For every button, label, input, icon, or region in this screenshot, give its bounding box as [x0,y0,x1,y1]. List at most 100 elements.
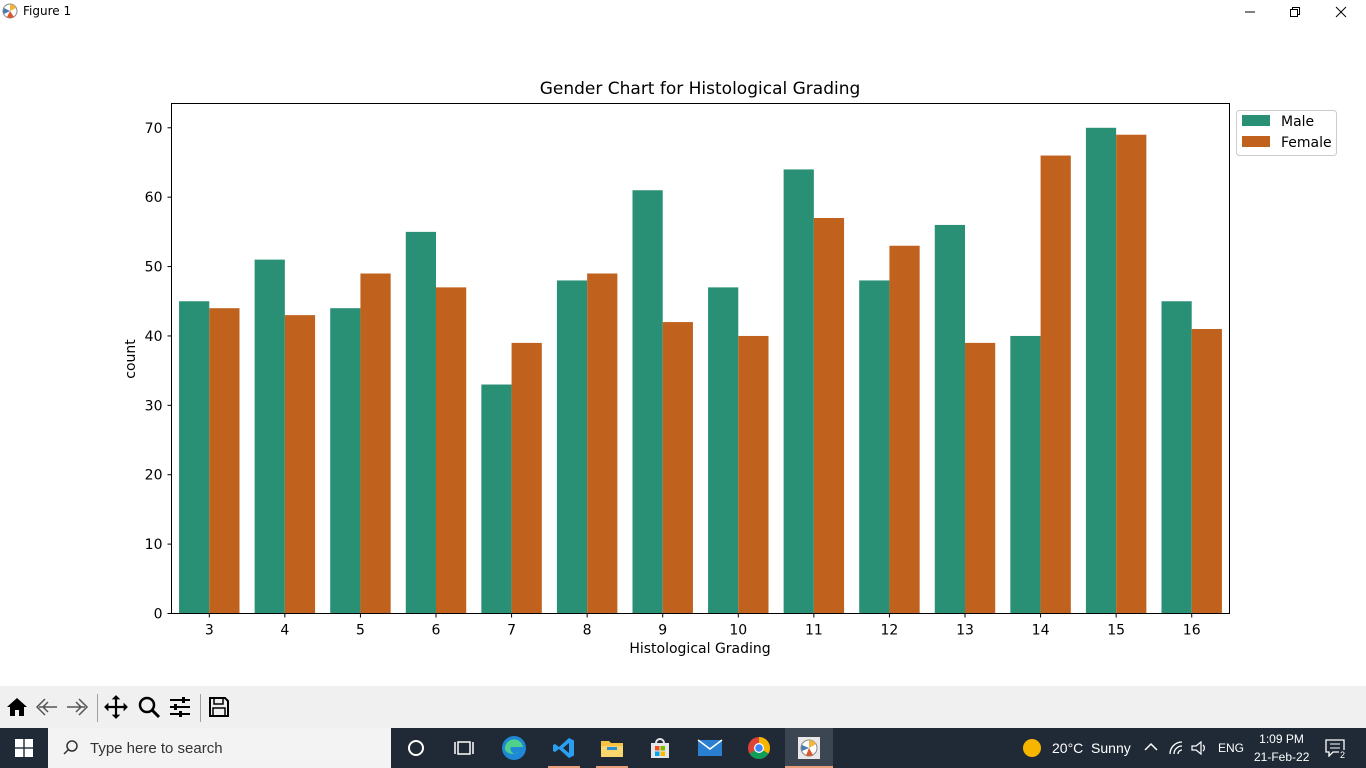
home-button[interactable] [2,692,32,722]
x-axis: 3 4 5 6 7 8 9 10 11 12 13 14 15 16 [205,613,1201,639]
legend: Male Female [1236,110,1337,156]
forward-icon [67,698,89,716]
cortana-icon [408,740,424,756]
restore-button[interactable] [1272,0,1318,24]
x-tick-label: 12 [881,623,899,639]
x-tick-label: 9 [658,623,667,639]
vscode-icon [553,738,574,758]
mail-icon [697,739,723,756]
y-tick-label: 70 [145,121,163,137]
bar-female-5 [360,273,391,614]
y-tick-label: 30 [145,398,163,414]
legend-label-male: Male [1281,114,1314,130]
chrome-button[interactable] [735,728,783,768]
active-indicator [785,766,833,768]
axes-frame [171,103,1230,614]
navigation-toolbar [0,686,1366,728]
toolbar-separator [97,694,98,722]
task-view-button[interactable] [440,728,488,768]
bar-male-12 [859,280,890,614]
forward-button[interactable] [62,692,92,722]
bar-female-11 [813,217,845,614]
bar-male-11 [783,169,814,614]
bars-layer [179,127,1222,614]
weather-text[interactable]: 20°C Sunny [1052,740,1131,756]
chart-title: Gender Chart for Histological Grading [540,79,861,99]
start-button[interactable] [0,728,48,768]
cortana-button[interactable] [392,728,440,768]
window-title: Figure 1 [23,4,72,18]
x-tick-label: 15 [1107,623,1125,639]
bar-chart: Gender Chart for Histological Grading 0 1… [123,79,1337,657]
clock-date[interactable]: 21-Feb-22 [1254,750,1310,764]
bar-female-14 [1040,155,1071,614]
y-axis: 0 10 20 30 40 50 60 70 [145,121,172,623]
y-tick-label: 10 [145,537,163,553]
notification-center-icon[interactable] [1325,739,1345,757]
window-titlebar: Figure 1 [0,0,1366,24]
chrome-icon [748,737,770,759]
x-tick-label: 7 [507,623,516,639]
y-tick-label: 50 [145,260,163,276]
bar-female-13 [965,342,996,614]
file-explorer-icon [601,741,623,757]
bar-male-7 [481,384,512,614]
figure-canvas[interactable]: Gender Chart for Histological Grading 0 1… [0,24,1366,686]
home-icon [7,698,27,716]
vscode-button[interactable] [540,728,588,768]
y-tick-label: 0 [154,607,163,623]
x-tick-label: 4 [280,623,289,639]
bar-male-14 [1010,335,1041,614]
close-button[interactable] [1318,0,1364,24]
toolbar-separator [200,694,201,722]
zoom-icon [138,696,161,719]
zoom-button[interactable] [134,692,164,722]
store-button[interactable] [636,728,684,768]
python-figure-button[interactable] [785,728,833,768]
y-axis-label: count [123,339,139,379]
mail-button[interactable] [686,728,734,768]
x-tick-label: 10 [729,623,747,639]
x-tick-label: 5 [356,623,365,639]
y-tick-label: 20 [145,468,163,484]
pan-icon [104,695,128,719]
pan-button[interactable] [101,692,131,722]
bar-male-9 [632,190,663,614]
running-indicator [596,766,628,768]
bar-male-4 [254,259,285,614]
volume-icon[interactable] [1191,740,1209,756]
search-box[interactable]: Type here to search [48,728,391,768]
search-placeholder: Type here to search [90,739,223,757]
edge-button[interactable] [490,728,538,768]
search-icon [63,740,78,755]
bar-female-15 [1116,134,1147,614]
x-tick-label: 16 [1183,623,1201,639]
minimize-button[interactable] [1227,0,1273,24]
configure-subplots-icon [170,697,190,717]
store-icon [651,738,669,758]
x-tick-label: 6 [432,623,441,639]
legend-label-female: Female [1281,135,1332,151]
running-indicator [548,766,580,768]
configure-subplots-button[interactable] [165,692,195,722]
bar-male-16 [1161,301,1192,614]
bar-female-12 [889,245,920,614]
language-indicator[interactable]: ENG [1218,741,1245,755]
back-button[interactable] [32,692,62,722]
matplotlib-app-icon [2,3,18,19]
show-hidden-icons-icon[interactable] [1144,741,1158,753]
y-tick-label: 40 [145,329,163,345]
bar-male-5 [330,308,361,614]
bar-male-6 [405,231,436,614]
clock-time[interactable]: 1:09 PM [1259,732,1304,746]
x-tick-label: 14 [1032,623,1050,639]
file-explorer-button[interactable] [588,728,636,768]
y-tick-label: 60 [145,190,163,206]
bar-male-13 [934,224,965,614]
x-axis-label: Histological Grading [629,641,770,657]
save-button[interactable] [204,692,234,722]
network-icon[interactable] [1168,740,1186,756]
restore-icon [1290,7,1300,17]
bar-female-9 [662,322,693,614]
close-icon [1335,6,1347,18]
